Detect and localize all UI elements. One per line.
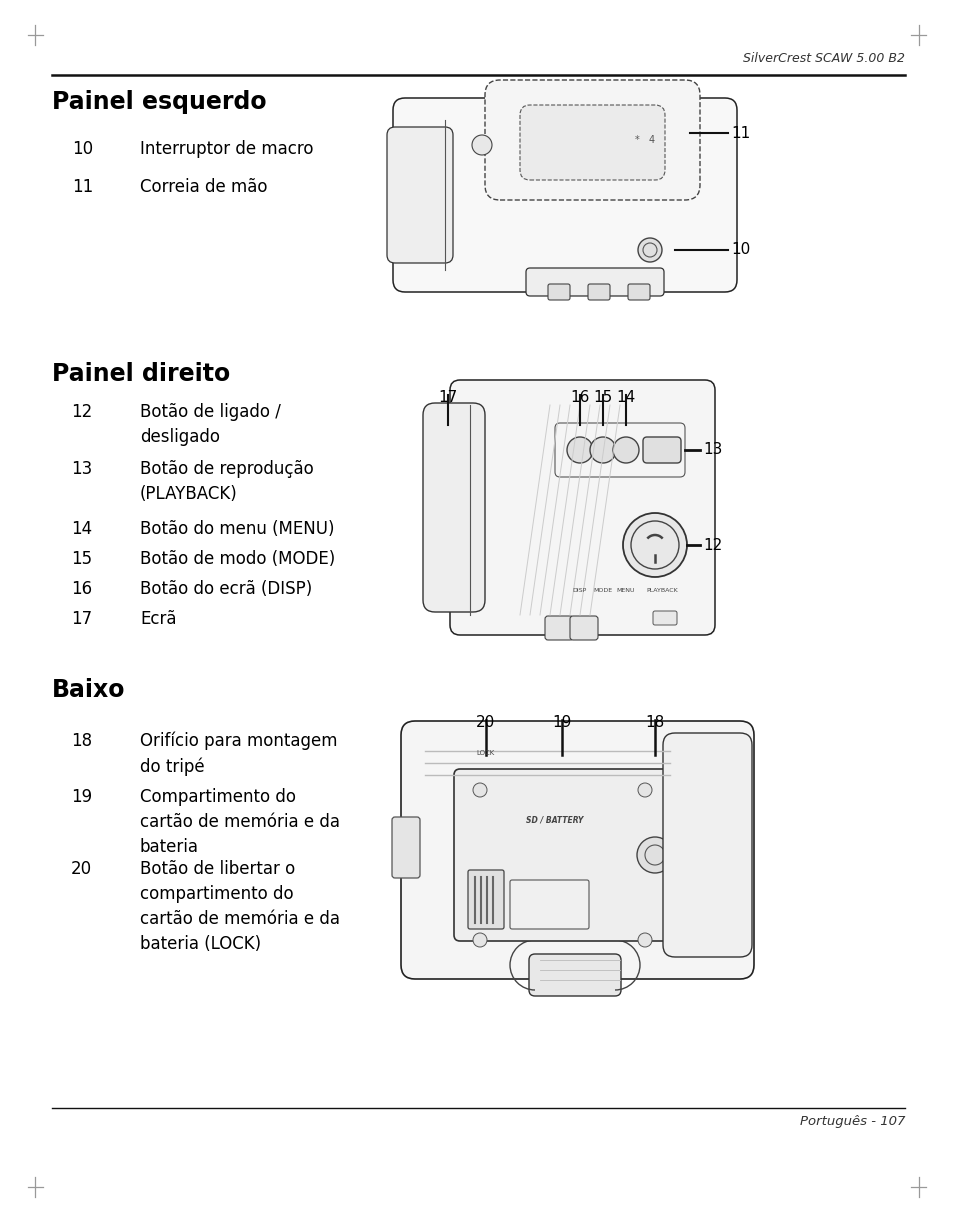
Circle shape [638,783,651,797]
Text: 12: 12 [702,538,721,552]
Text: 12: 12 [71,403,91,422]
FancyBboxPatch shape [454,769,676,941]
FancyBboxPatch shape [662,733,751,957]
FancyBboxPatch shape [525,268,663,296]
FancyBboxPatch shape [450,380,714,635]
FancyBboxPatch shape [519,105,664,180]
Text: 14: 14 [616,390,635,404]
FancyBboxPatch shape [484,79,700,200]
FancyBboxPatch shape [392,818,419,877]
Text: *: * [634,134,639,145]
FancyBboxPatch shape [468,870,503,929]
Text: SD / BATTERY: SD / BATTERY [526,815,583,825]
FancyBboxPatch shape [422,403,484,612]
Circle shape [622,513,686,577]
Text: Português - 107: Português - 107 [799,1114,904,1128]
Text: 14: 14 [71,521,91,538]
Text: 19: 19 [552,715,571,730]
Text: Ecrã: Ecrã [140,610,176,628]
Text: 15: 15 [593,390,612,404]
Text: 10: 10 [71,141,92,158]
Text: Painel esquerdo: Painel esquerdo [52,90,266,114]
Text: DISP: DISP [572,588,586,593]
Text: Compartimento do
cartão de memória e da
bateria: Compartimento do cartão de memória e da … [140,788,339,855]
Text: Botão do menu (MENU): Botão do menu (MENU) [140,521,335,538]
FancyBboxPatch shape [393,98,737,292]
Circle shape [637,837,672,873]
Text: Painel direito: Painel direito [52,362,230,386]
Text: 11: 11 [71,178,92,196]
FancyBboxPatch shape [510,880,588,929]
Circle shape [638,238,661,262]
Text: LOCK: LOCK [476,750,495,756]
Text: 10: 10 [730,242,749,258]
Text: PLAYBACK: PLAYBACK [645,588,678,593]
FancyBboxPatch shape [652,611,677,624]
FancyBboxPatch shape [400,721,753,979]
FancyBboxPatch shape [587,284,609,299]
FancyBboxPatch shape [544,616,573,640]
Text: Baixo: Baixo [52,678,126,701]
Circle shape [566,437,593,463]
Text: 13: 13 [702,442,721,457]
Text: 18: 18 [644,715,664,730]
Text: MODE: MODE [593,588,612,593]
FancyBboxPatch shape [627,284,649,299]
Text: Botão de ligado /
desligado: Botão de ligado / desligado [140,403,280,446]
Text: MENU: MENU [616,588,635,593]
FancyBboxPatch shape [547,284,569,299]
Text: 20: 20 [476,715,496,730]
Circle shape [472,134,492,155]
Text: 15: 15 [71,550,91,568]
Text: 16: 16 [570,390,589,404]
Circle shape [473,934,486,947]
Text: 18: 18 [71,732,91,750]
Text: 20: 20 [71,860,91,877]
Circle shape [638,934,651,947]
Text: Orifício para montagem
do tripé: Orifício para montagem do tripé [140,732,337,776]
Text: SilverCrest SCAW 5.00 B2: SilverCrest SCAW 5.00 B2 [742,53,904,65]
Text: Botão de reprodução
(PLAYBACK): Botão de reprodução (PLAYBACK) [140,459,314,503]
Text: 16: 16 [71,580,91,598]
Text: 11: 11 [730,126,749,141]
FancyBboxPatch shape [529,954,620,996]
Circle shape [473,783,486,797]
Text: 4: 4 [648,134,655,145]
Text: Interruptor de macro: Interruptor de macro [140,141,314,158]
Text: Botão de modo (MODE): Botão de modo (MODE) [140,550,335,568]
Text: 17: 17 [71,610,91,628]
Text: Correia de mão: Correia de mão [140,178,267,196]
Text: Botão de libertar o
compartimento do
cartão de memória e da
bateria (LOCK): Botão de libertar o compartimento do car… [140,860,339,953]
Circle shape [589,437,616,463]
Text: 13: 13 [71,459,91,478]
Text: 19: 19 [71,788,91,807]
FancyBboxPatch shape [569,616,598,640]
FancyBboxPatch shape [387,127,453,263]
Circle shape [679,805,700,825]
Circle shape [613,437,639,463]
Text: Botão do ecrã (DISP): Botão do ecrã (DISP) [140,580,312,598]
FancyBboxPatch shape [642,437,680,463]
Text: 17: 17 [438,390,457,404]
